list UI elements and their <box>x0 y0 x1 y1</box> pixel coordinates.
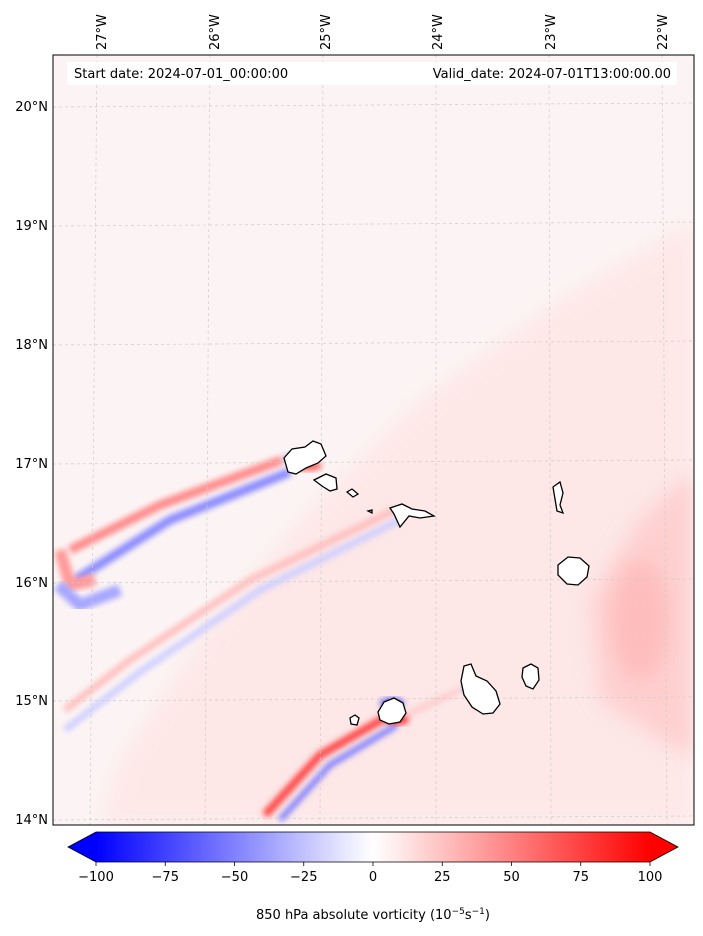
islands <box>283 440 590 726</box>
lat-label-16n: 16°N <box>15 576 48 591</box>
island-santa-luzia <box>345 488 360 498</box>
gridlines <box>53 55 694 825</box>
island-branco <box>366 509 373 515</box>
colorbar-tick-label: 75 <box>572 870 589 885</box>
colorbar: −100 −75 −50 −25 0 25 50 75 100 850 hPa absolute… <box>67 831 679 923</box>
lon-label-23w: 23°W <box>544 14 559 50</box>
colorbar-title-prefix: 850 hPa absolute vorticity (10 <box>256 908 452 923</box>
vorticity-wake-blue-north <box>72 467 292 584</box>
colorbar-tick-label: −100 <box>78 870 114 885</box>
lon-label-27w: 27°W <box>95 14 110 50</box>
island-sao-nicolau <box>388 503 437 529</box>
lat-label-19n: 19°N <box>15 219 48 234</box>
vorticity-wake-red-central <box>62 506 397 713</box>
vorticity-wake-blue-south <box>277 722 399 823</box>
island-maio <box>521 663 540 690</box>
longitude-labels: 27°W 26°W 25°W 24°W 23°W 22°W <box>95 14 671 50</box>
colorbar-gradient <box>96 832 650 862</box>
colorbar-title-exp1: −5 <box>452 907 465 917</box>
island-boa-vista <box>557 556 590 586</box>
lat-label-17n: 17°N <box>15 457 48 472</box>
colorbar-tick-label: 25 <box>434 870 451 885</box>
vorticity-positive-blob-east <box>612 560 668 680</box>
island-sao-vicente <box>312 473 338 492</box>
colorbar-extend-max <box>650 832 678 862</box>
island-sal <box>552 480 565 515</box>
lon-label-26w: 26°W <box>208 14 223 50</box>
vorticity-wake-red-east-fogo <box>398 687 462 721</box>
colorbar-tick-label: 50 <box>503 870 520 885</box>
valid-date-label: Valid_date: 2024-07-01T13:00:00.00 <box>433 67 671 82</box>
vorticity-wake-red-north <box>67 455 284 555</box>
colorbar-title-mid: s <box>465 908 472 923</box>
lon-label-22w: 22°W <box>656 14 671 50</box>
colorbar-title: 850 hPa absolute vorticity (10−5s−1) <box>256 907 490 923</box>
lat-label-15n: 15°N <box>15 694 48 709</box>
colorbar-extend-min <box>68 832 96 862</box>
lat-label-14n: 14°N <box>15 813 48 828</box>
vorticity-wake-red-south <box>262 711 392 818</box>
vorticity-wake-red-west <box>54 548 97 592</box>
colorbar-ticks: −100 −75 −50 −25 0 25 50 75 100 <box>78 862 662 885</box>
latitude-labels: 20°N 19°N 18°N 17°N 16°N 15°N 14°N <box>15 100 48 828</box>
colorbar-tick-label: −25 <box>290 870 317 885</box>
lon-label-25w: 25°W <box>319 14 334 50</box>
vorticity-wake-blue-west <box>53 580 123 612</box>
colorbar-title-suffix: ) <box>485 908 490 923</box>
colorbar-title-exp2: −1 <box>472 907 485 917</box>
map-panel <box>53 55 694 825</box>
island-fogo <box>377 697 407 725</box>
lon-label-24w: 24°W <box>431 14 446 50</box>
lat-label-20n: 20°N <box>15 100 48 115</box>
island-brava <box>349 714 360 726</box>
colorbar-tick-label: 100 <box>638 870 663 885</box>
colorbar-tick-label: −75 <box>152 870 179 885</box>
header-box <box>67 62 677 85</box>
island-santo-antao <box>283 440 327 475</box>
lat-label-18n: 18°N <box>15 338 48 353</box>
island-santiago <box>460 663 501 715</box>
map-frame <box>52 54 695 826</box>
colorbar-tick-label: 0 <box>369 870 377 885</box>
colorbar-tick-label: −50 <box>221 870 248 885</box>
start-date-label: Start date: 2024-07-01_00:00:00 <box>74 67 288 82</box>
